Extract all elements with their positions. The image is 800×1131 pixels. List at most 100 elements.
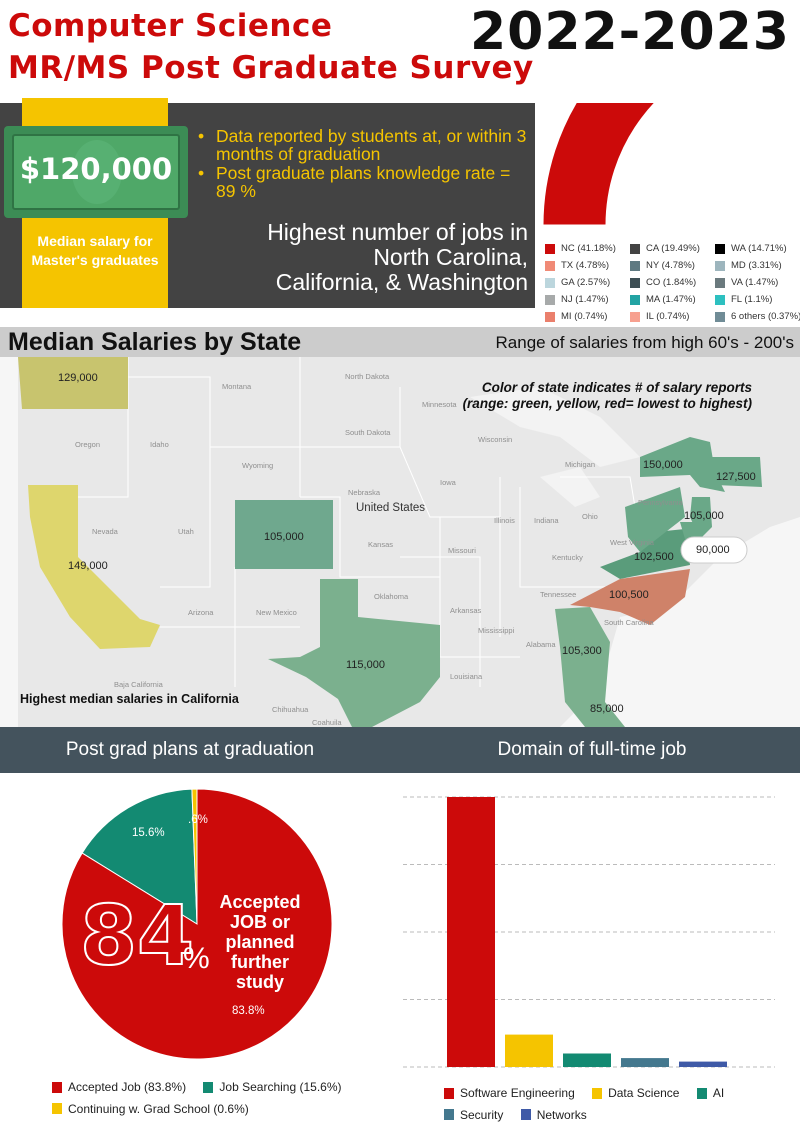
donut-legend-item: 6 others (0.37%) (715, 311, 800, 322)
state-ga (555, 607, 610, 702)
map-label: Louisiana (450, 672, 483, 681)
salary-fl: 85,000 (590, 703, 624, 715)
legend-grad-school: Continuing w. Grad School (0.6%) (52, 1099, 249, 1119)
survey-note-1: Data reported by students at, or within … (198, 127, 528, 163)
state-va (600, 529, 690, 579)
map-label: Kentucky (552, 553, 583, 562)
state-wv-mid (625, 487, 685, 552)
donut-legend-item: NY (4.78%) (630, 260, 715, 271)
money-bill-seal (72, 140, 122, 204)
donut-legend-item: VA (1.47%) (715, 277, 800, 288)
salary-nj: 105,000 (684, 510, 724, 522)
donut-legend-item: MD (3.31%) (715, 260, 800, 271)
big-percent-sign: % (183, 942, 210, 975)
median-salaries-title: Median Salaries by State (8, 328, 302, 356)
map-label: West Virginia (610, 538, 654, 547)
bar-security (621, 1058, 669, 1067)
pie-label-accepted: 83.8% (232, 1005, 265, 1017)
map-color-note: Color of state indicates # of salary rep… (440, 380, 752, 412)
state-fl (565, 702, 625, 727)
pie-center-line-4: further (231, 952, 289, 972)
donut-legend-item: GA (2.57%) (545, 277, 630, 288)
donut-legend-item: WA (14.71%) (715, 243, 800, 254)
donut-legend-item: CO (1.84%) (630, 277, 715, 288)
donut-legend-item: MA (1.47%) (630, 294, 715, 305)
map-label: Utah (178, 527, 194, 536)
map-label: Arizona (188, 608, 214, 617)
jobs-headline: Highest number of jobs in North Carolina… (208, 220, 528, 295)
pie-label-grad: .6% (188, 814, 208, 826)
title-line-1: Computer Science (8, 8, 333, 44)
map-label: Missouri (448, 546, 476, 555)
jobs-headline-line-2: North Carolina, (373, 244, 528, 270)
pie-center-line-1: Accepted (219, 892, 301, 912)
pie-center-line-5: study (235, 972, 284, 992)
map-label: North Dakota (345, 372, 390, 381)
salary-tx: 115,000 (346, 659, 385, 671)
donut-legend-item: MI (0.74%) (545, 311, 630, 322)
jobs-headline-line-3: California, & Washington (275, 269, 528, 295)
bar-software-engineering (447, 797, 495, 1067)
map-label: Wisconsin (478, 435, 513, 444)
legend-accepted: Accepted Job (83.8%) (52, 1077, 186, 1097)
salary-nc: 100,500 (609, 589, 649, 601)
map-label: Arkansas (450, 606, 482, 615)
domain-legend: Software Engineering Data Science AI Sec… (444, 1083, 784, 1126)
donut-slice-0 (542, 103, 656, 226)
salary-md: 90,000 (696, 544, 730, 556)
donut-legend-item: NC (41.18%) (545, 243, 630, 254)
lower-section-header (0, 727, 800, 773)
map-label: Idaho (150, 440, 169, 449)
map-label: Coahuila (312, 718, 342, 727)
median-salary-amount: $120,000 (19, 152, 173, 186)
state-co (235, 500, 333, 569)
jobs-headline-line-1: Highest number of jobs in (267, 219, 528, 245)
donut-legend-item: IL (0.74%) (630, 311, 715, 322)
map-label: Michigan (565, 460, 596, 469)
state-donut-chart (542, 103, 656, 226)
map-color-note-line-2: (range: green, yellow, red= lowest to hi… (462, 396, 752, 411)
map-label: Indiana (534, 516, 559, 525)
map-label: Alabama (526, 640, 556, 649)
map-label: Oregon (75, 440, 101, 449)
map-label: Baja California (114, 680, 163, 689)
map-label: Illinois (494, 516, 515, 525)
donut-legend-item: TX (4.78%) (545, 260, 630, 271)
bar-ai (563, 1053, 611, 1067)
plans-legend: Accepted Job (83.8%) Job Searching (15.6… (52, 1077, 382, 1120)
pie-slice-1 (81, 788, 198, 925)
map-label: Ohio (582, 512, 598, 521)
salary-co: 105,000 (264, 531, 304, 543)
bar-networks (679, 1061, 727, 1067)
title-line-2: MR/MS Post Graduate Survey (8, 50, 534, 86)
california-note: Highest median salaries in California (20, 692, 239, 706)
map-label: Iowa (440, 478, 456, 487)
state-donut-legend: NC (41.18%) CA (19.49%) WA (14.71%) TX (4.7… (545, 240, 800, 325)
map-color-note-line-1: Color of state indicates # of salary rep… (481, 380, 752, 395)
plans-title: Post grad plans at graduation (65, 739, 315, 760)
map-label: Nevada (92, 527, 118, 536)
map-label: Tennessee (540, 590, 577, 599)
legend-software-engineering: Software Engineering (444, 1083, 575, 1103)
pie-center-line-3: planned (225, 932, 295, 952)
state-ny (640, 437, 725, 492)
legend-networks: Networks (520, 1105, 587, 1125)
legend-searching: Job Searching (15.6%) (203, 1077, 342, 1097)
big-percent: 84 (79, 889, 195, 984)
country-label: United States (356, 502, 426, 514)
donut-legend-item: FL (1.1%) (715, 294, 800, 305)
state-nc (570, 569, 690, 625)
salary-ca: 149,000 (68, 560, 108, 572)
median-salaries-header-bar (0, 327, 800, 357)
legend-data-science: Data Science (592, 1083, 679, 1103)
plans-pie-chart (61, 788, 333, 1060)
salary-va: 102,500 (634, 551, 674, 563)
state-ca (28, 485, 160, 649)
pie-label-searching: 15.6% (132, 827, 165, 839)
median-salary-label: Median salary for Master's graduates (31, 233, 159, 268)
donut-legend-row: NJ (1.47%) MA (1.47%) FL (1.1%) (545, 291, 800, 308)
salary-ma: 127,500 (716, 471, 756, 483)
domain-bar-chart (403, 796, 775, 1068)
state-tx (268, 579, 440, 727)
salary-ny: 150,000 (643, 459, 683, 471)
